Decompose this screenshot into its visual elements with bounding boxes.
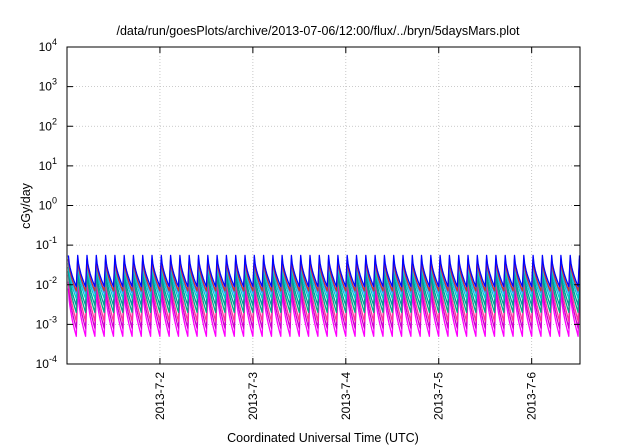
x-axis-label: Coordinated Universal Time (UTC) (227, 431, 419, 445)
y-tick-label: 10-4 (36, 354, 57, 371)
y-axis-label: cGy/day (19, 182, 33, 229)
series-line-1 (67, 287, 581, 337)
series-line-6 (67, 262, 581, 300)
x-tick-label: 2013-7-2 (153, 372, 167, 420)
series-line-8 (67, 258, 581, 292)
series-line-2 (67, 280, 581, 329)
y-tick-labels: 10-4 10-3 10-2 10-1 100 101 102 103 104 (36, 37, 57, 371)
y-tick-label: 101 (39, 156, 57, 173)
chart-title: /data/run/goesPlots/archive/2013-07-06/1… (116, 24, 520, 38)
series-line-3 (67, 273, 581, 322)
x-tick-label: 2013-7-6 (525, 372, 539, 420)
x-tick-label: 2013-7-5 (432, 372, 446, 420)
y-tick-label: 103 (39, 77, 57, 94)
x-tick-labels: 2013-7-2 2013-7-3 2013-7-4 2013-7-5 2013-7-6 (153, 372, 539, 420)
y-tick-label: 100 (39, 196, 57, 213)
series-line-4 (67, 270, 581, 314)
x-tick-label: 2013-7-3 (246, 372, 260, 420)
x-tick-label: 2013-7-4 (339, 372, 353, 420)
series-line-9 (67, 254, 581, 288)
series-line-5 (67, 266, 581, 307)
y-tick-label: 10-2 (36, 275, 57, 292)
ticks (67, 46, 580, 365)
y-tick-label: 102 (39, 116, 57, 133)
y-tick-label: 10-1 (36, 235, 57, 252)
y-tick-label: 104 (39, 37, 57, 54)
y-tick-label: 10-3 (36, 314, 57, 331)
series-group (67, 254, 581, 337)
